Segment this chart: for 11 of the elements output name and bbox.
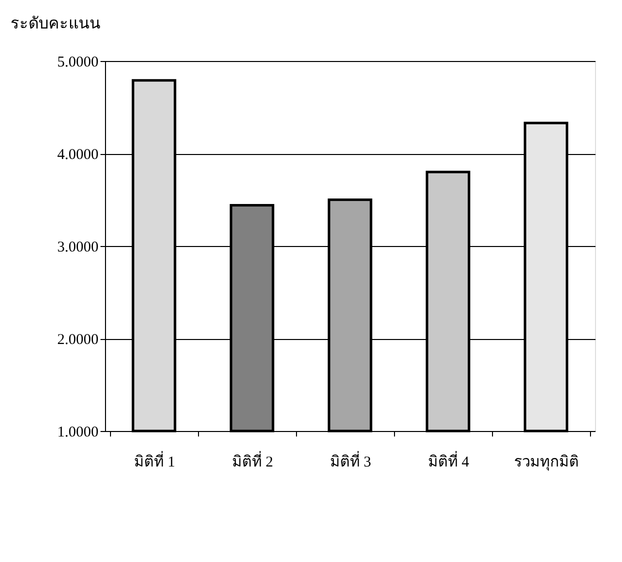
x-tick-label: รวมทุกมิติ xyxy=(514,454,579,472)
y-tick-label: 2.0000 xyxy=(57,332,98,348)
x-tick-label: มิติที่ 3 xyxy=(330,450,372,470)
x-tick-label: มิติที่ 2 xyxy=(232,450,274,470)
x-tick-label: มิติที่ 4 xyxy=(428,450,470,470)
y-tick-label: 3.0000 xyxy=(57,240,98,256)
y-tick-label: 4.0000 xyxy=(57,147,98,163)
y-tick-label: 5.0000 xyxy=(57,54,98,70)
x-tick-label: มิติที่ 1 xyxy=(134,450,176,470)
y-tick-label: 1.0000 xyxy=(57,424,98,440)
y-axis-title: ระดับคะแนน xyxy=(10,16,100,32)
